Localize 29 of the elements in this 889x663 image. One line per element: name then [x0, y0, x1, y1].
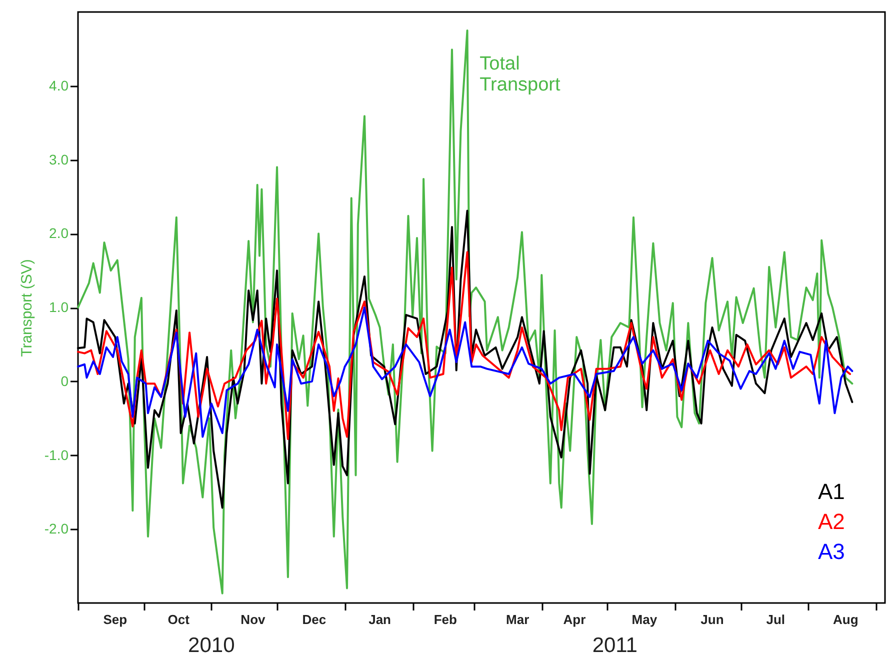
x-tick-label: Feb [434, 612, 458, 627]
x-tick-label: Apr [563, 612, 586, 627]
line-series [77, 306, 854, 438]
x-tick-label: Jun [700, 612, 724, 627]
line-series [77, 29, 854, 594]
x-tick-label: Jul [766, 612, 786, 627]
x-tick-label: Sep [103, 612, 128, 627]
y-tick-label: -2.0 [44, 520, 69, 537]
y-axis-title: Transport (SV) [18, 259, 36, 357]
x-tick-label: Aug [832, 612, 858, 627]
x-tick-label: Jan [368, 612, 392, 627]
x-tick-label: May [632, 612, 658, 627]
line-series [77, 251, 852, 440]
y-tick-label: 2.0 [49, 225, 69, 242]
y-tick-label: 1.0 [49, 299, 69, 315]
text: 2011 [592, 634, 638, 657]
x-tick-label: Mar [506, 612, 530, 627]
text: 2010 [188, 634, 235, 657]
y-tick-label: 4.0 [49, 77, 69, 94]
text: A3 [818, 539, 845, 564]
x-tick-label: Oct [168, 612, 190, 627]
y-tick-label: 0 [60, 372, 69, 389]
y-tick-label: 3.0 [49, 151, 69, 168]
text: A1 [818, 479, 845, 504]
x-tick-label: Dec [302, 612, 326, 627]
annotation: Total Transport [480, 54, 561, 96]
y-tick-label: -1.0 [44, 446, 69, 463]
text: A2 [818, 509, 845, 534]
x-tick-label: Nov [240, 612, 266, 627]
